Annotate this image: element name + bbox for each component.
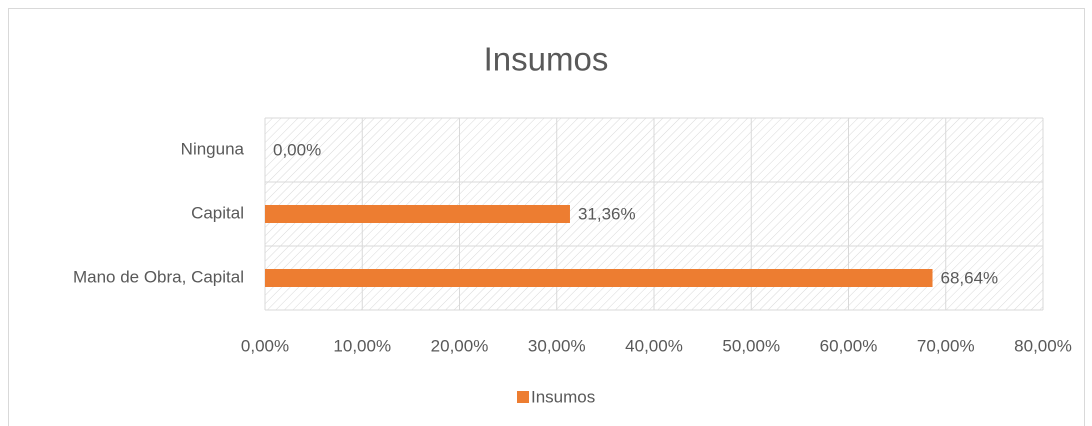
chart-title: Insumos (484, 41, 609, 78)
x-tick-label: 80,00% (1014, 336, 1072, 355)
legend-swatch (517, 391, 529, 403)
x-tick-label: 50,00% (722, 336, 780, 355)
bar (265, 269, 933, 287)
data-label: 31,36% (578, 204, 636, 223)
x-tick-label: 40,00% (625, 336, 683, 355)
x-tick-label: 10,00% (333, 336, 391, 355)
y-tick-label: Mano de Obra, Capital (73, 267, 244, 286)
legend-label: Insumos (531, 387, 595, 406)
bar (265, 205, 570, 223)
x-tick-label: 60,00% (820, 336, 878, 355)
chart-border (8, 8, 1085, 426)
data-label: 0,00% (273, 140, 321, 159)
data-label: 68,64% (941, 268, 999, 287)
x-tick-label: 0,00% (241, 336, 289, 355)
x-tick-label: 70,00% (917, 336, 975, 355)
x-tick-label: 30,00% (528, 336, 586, 355)
y-tick-label: Ninguna (181, 139, 245, 158)
x-tick-label: 20,00% (431, 336, 489, 355)
y-tick-label: Capital (191, 203, 244, 222)
